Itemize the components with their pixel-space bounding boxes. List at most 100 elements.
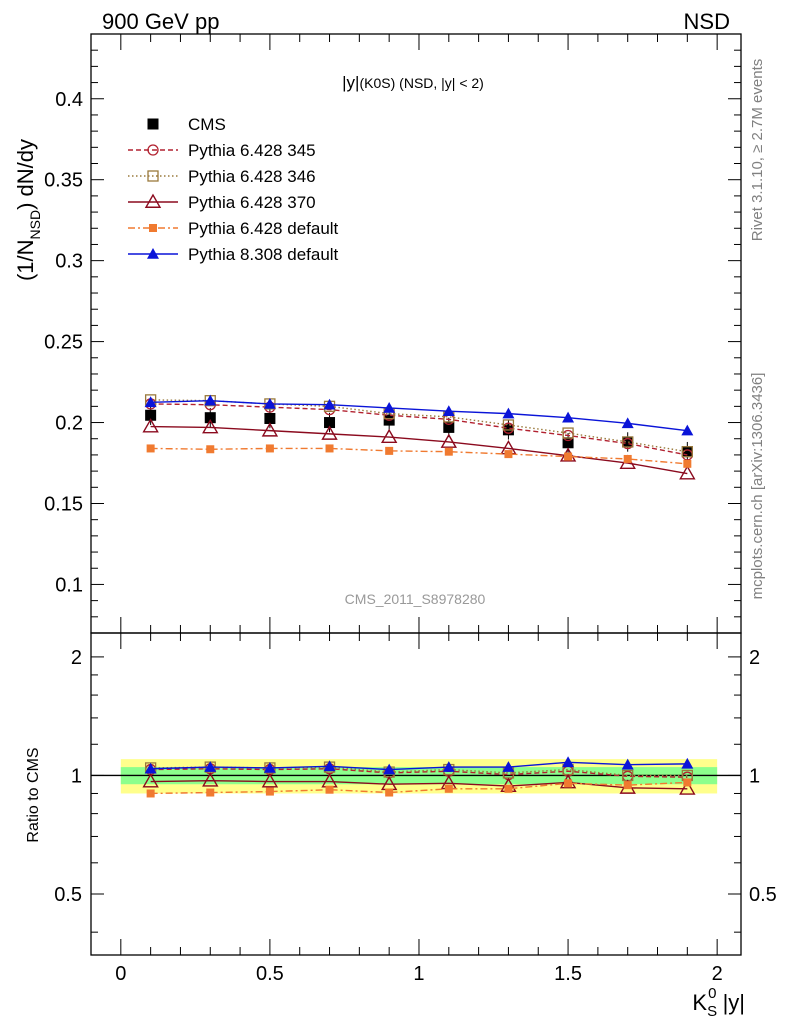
series-line-pythia-6-428-346 <box>150 399 688 453</box>
y-tick-label: 0.35 <box>44 170 83 192</box>
data-point-pythia-6-428-346 <box>562 427 574 439</box>
data-point-pythia-8-308-default <box>562 411 575 423</box>
y-axis-label-ratio: Ratio to CMS <box>25 747 42 842</box>
ratio-line-pythia-6-428-345 <box>150 768 688 778</box>
data-point-cms <box>681 446 693 458</box>
ratio-point-pythia-8-308-default <box>383 763 396 775</box>
legend-marker-pythia-6-428-370 <box>144 193 162 208</box>
data-point-pythia-6-428-default <box>683 459 692 468</box>
data-point-pythia-6-428-default <box>444 447 453 456</box>
data-point-pythia-6-428-370 <box>202 418 219 434</box>
x-tick-label: 1.5 <box>554 963 582 985</box>
header-left: 900 GeV pp <box>102 9 219 34</box>
ratio-point-pythia-6-428-default <box>146 789 155 798</box>
ratio-point-pythia-8-308-default <box>204 761 217 772</box>
ratio-point-pythia-8-308-default <box>621 758 634 770</box>
data-point-pythia-6-428-370 <box>440 433 458 448</box>
ratio-point-pythia-6-428-default <box>564 779 573 788</box>
data-point-cms <box>562 437 574 449</box>
y-tick-label: 0.2 <box>55 413 83 435</box>
legend-marker-cms <box>147 118 159 130</box>
ratio-point-pythia-6-428-default <box>385 788 394 797</box>
ratio-point-pythia-8-308-default <box>442 761 455 772</box>
ratio-point-pythia-8-308-default <box>263 761 276 773</box>
x-tick-label: 1 <box>413 963 424 985</box>
legend-label-pythia-8-308-default: Pythia 8.308 default <box>188 245 339 264</box>
y-tick-label: 0.15 <box>44 493 83 515</box>
data-point-pythia-8-308-default <box>681 424 694 436</box>
x-tick-label: 0.5 <box>256 963 284 985</box>
analysis-watermark: CMS_2011_S8978280 <box>345 591 486 607</box>
y-axis-label-main: (1/NNSD) dN/dy <box>13 139 43 281</box>
legend-marker-pythia-8-308-default <box>147 248 159 259</box>
data-point-pythia-6-428-370 <box>321 425 338 440</box>
ratio-point-pythia-6-428-default <box>206 788 215 797</box>
ratio-line-pythia-6-428-370 <box>150 779 688 790</box>
ratio-point-pythia-6-428-370 <box>202 772 219 787</box>
ratio-line-pythia-8-308-default <box>150 761 688 771</box>
ratio-y-tick-label: 2 <box>71 647 82 669</box>
data-point-cms <box>145 409 157 421</box>
data-point-pythia-6-428-default <box>623 454 632 463</box>
header-right: NSD <box>684 9 730 34</box>
data-point-cms <box>622 436 634 448</box>
ratio-panel: 0 0.5 1 1.5 2 0.5 0.5 1 1 2 2 <box>54 632 777 985</box>
data-point-pythia-6-428-default <box>385 446 394 455</box>
data-point-pythia-6-428-default <box>564 452 573 461</box>
main-panel: 0.1 0.15 0.2 0.25 0.3 0.35 0.4 <box>44 33 742 634</box>
data-point-pythia-6-428-346 <box>681 446 693 458</box>
y-tick-label: 0.4 <box>55 89 83 111</box>
y-tick-label: 0.25 <box>44 332 83 354</box>
data-point-pythia-8-308-default <box>144 396 157 408</box>
ratio-y-tick-label-right: 0.5 <box>749 884 777 906</box>
legend-marker-pythia-6-428-default <box>149 224 157 232</box>
mcplots-source-text: mcplots.cern.ch [arXiv:1306.3436] <box>749 373 766 600</box>
data-point-pythia-6-428-370 <box>142 418 159 433</box>
ratio-y-tick-label: 0.5 <box>54 884 82 906</box>
svg-text:KS0 |y|: KS0 |y| <box>692 985 745 1020</box>
ratio-y-tick-label: 1 <box>71 765 82 787</box>
y-tick-label: 0.1 <box>55 574 83 596</box>
ratio-point-pythia-8-308-default <box>681 757 694 769</box>
ratio-point-pythia-6-428-370 <box>679 780 696 795</box>
y-tick-label: 0.3 <box>55 251 83 273</box>
data-point-pythia-8-308-default <box>204 394 217 406</box>
legend-label-cms: CMS <box>188 115 226 134</box>
data-point-pythia-6-428-346 <box>622 436 634 448</box>
ratio-y-tick-label-right: 2 <box>749 647 760 669</box>
x-tick-label: 0 <box>115 963 126 985</box>
data-point-pythia-6-428-default <box>146 444 155 453</box>
legend-label-pythia-6-428-default: Pythia 6.428 default <box>188 219 339 238</box>
legend-label-pythia-6-428-370: Pythia 6.428 370 <box>188 193 316 212</box>
ratio-point-pythia-8-308-default <box>144 762 157 774</box>
series-line-pythia-6-428-370 <box>150 425 688 475</box>
data-point-pythia-8-308-default <box>442 405 455 417</box>
ratio-point-pythia-6-428-default <box>444 784 453 793</box>
data-point-pythia-8-308-default <box>323 398 336 410</box>
legend-marker-pythia-6-428-346 <box>147 170 159 182</box>
chart-title: |y|(K0S) (NSD, |y| < 2) <box>342 73 484 92</box>
data-point-pythia-8-308-default <box>621 417 634 429</box>
data-point-cms <box>204 412 216 424</box>
rivet-version-text: Rivet 3.1.10, ≥ 2.7M events <box>749 59 766 242</box>
series-line-pythia-6-428-345 <box>150 403 688 456</box>
ratio-frame <box>90 632 742 956</box>
series-line-pythia-6-428-default <box>150 447 688 465</box>
legend-marker-pythia-6-428-345 <box>147 144 159 156</box>
data-point-cms <box>443 421 455 433</box>
series-line-pythia-8-308-default <box>150 399 688 432</box>
data-point-cms <box>264 412 276 424</box>
svg-text:(1/NNSD) dN/dy: (1/NNSD) dN/dy <box>13 139 43 281</box>
legend-label-pythia-6-428-345: Pythia 6.428 345 <box>188 141 316 160</box>
ratio-point-pythia-6-428-370 <box>142 773 159 788</box>
data-point-pythia-6-428-default <box>325 444 334 453</box>
ratio-point-pythia-6-428-default <box>504 784 513 793</box>
ratio-point-pythia-6-428-default <box>265 787 274 796</box>
data-point-pythia-6-428-370 <box>261 422 279 437</box>
data-point-pythia-8-308-default <box>383 401 396 413</box>
x-axis-label: KS0 |y| <box>692 985 745 1020</box>
ratio-point-pythia-8-308-default <box>562 756 575 768</box>
data-point-pythia-6-428-default <box>504 450 513 459</box>
ratio-point-pythia-8-308-default <box>323 760 336 772</box>
data-point-pythia-6-428-default <box>206 445 215 454</box>
